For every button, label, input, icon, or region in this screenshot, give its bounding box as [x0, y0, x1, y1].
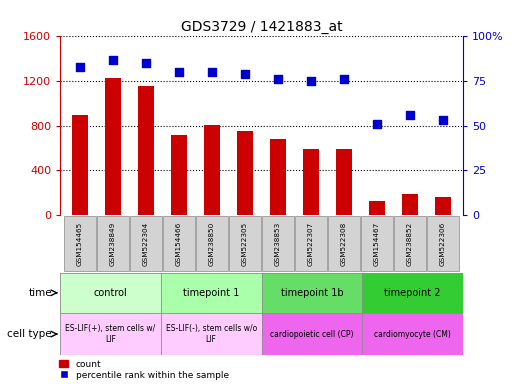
Point — [175, 69, 183, 75]
Text: GSM154466: GSM154466 — [176, 222, 182, 266]
Bar — [105, 78, 121, 215]
Bar — [72, 114, 88, 215]
FancyBboxPatch shape — [362, 313, 463, 355]
FancyBboxPatch shape — [262, 273, 362, 313]
Text: control: control — [94, 288, 128, 298]
FancyBboxPatch shape — [161, 313, 262, 355]
FancyBboxPatch shape — [60, 313, 463, 355]
Bar — [435, 197, 451, 215]
Bar — [170, 135, 187, 215]
FancyBboxPatch shape — [295, 216, 327, 271]
FancyBboxPatch shape — [394, 216, 426, 271]
Title: GDS3729 / 1421883_at: GDS3729 / 1421883_at — [180, 20, 343, 34]
Bar — [336, 149, 353, 215]
Text: GSM522306: GSM522306 — [440, 222, 446, 266]
Point — [406, 112, 414, 118]
Point — [76, 64, 84, 70]
Bar — [138, 86, 154, 215]
Text: timepoint 2: timepoint 2 — [384, 288, 441, 298]
Text: cardiopoietic cell (CP): cardiopoietic cell (CP) — [270, 329, 354, 339]
FancyBboxPatch shape — [229, 216, 261, 271]
FancyBboxPatch shape — [328, 216, 360, 271]
Text: cardiomyocyte (CM): cardiomyocyte (CM) — [374, 329, 451, 339]
FancyBboxPatch shape — [196, 216, 228, 271]
FancyBboxPatch shape — [262, 313, 362, 355]
Point — [109, 56, 117, 63]
Text: time: time — [28, 288, 52, 298]
Text: GSM238853: GSM238853 — [275, 222, 281, 266]
FancyBboxPatch shape — [427, 216, 459, 271]
Text: timepoint 1b: timepoint 1b — [280, 288, 343, 298]
Bar — [270, 139, 286, 215]
Point — [373, 121, 381, 127]
FancyBboxPatch shape — [64, 216, 96, 271]
Text: GSM238849: GSM238849 — [110, 222, 116, 266]
Text: timepoint 1: timepoint 1 — [183, 288, 240, 298]
Bar — [402, 194, 418, 215]
Point — [340, 76, 348, 83]
Text: cell type: cell type — [7, 329, 52, 339]
FancyBboxPatch shape — [97, 216, 129, 271]
Point — [307, 78, 315, 84]
Text: GSM154465: GSM154465 — [77, 222, 83, 266]
FancyBboxPatch shape — [262, 216, 294, 271]
FancyBboxPatch shape — [362, 273, 463, 313]
Point — [208, 69, 216, 75]
FancyBboxPatch shape — [161, 273, 262, 313]
Point — [142, 60, 150, 66]
Bar — [369, 200, 385, 215]
Bar — [303, 149, 319, 215]
Text: GSM238850: GSM238850 — [209, 222, 215, 266]
FancyBboxPatch shape — [60, 313, 161, 355]
Point — [439, 118, 447, 124]
Text: GSM522307: GSM522307 — [308, 222, 314, 266]
Legend: count, percentile rank within the sample: count, percentile rank within the sample — [60, 360, 229, 379]
Text: GSM522308: GSM522308 — [341, 222, 347, 266]
Text: ES-LIF(+), stem cells w/
LIF: ES-LIF(+), stem cells w/ LIF — [65, 324, 156, 344]
Text: GSM154467: GSM154467 — [374, 222, 380, 266]
Bar — [204, 125, 220, 215]
FancyBboxPatch shape — [163, 216, 195, 271]
Text: ES-LIF(-), stem cells w/o
LIF: ES-LIF(-), stem cells w/o LIF — [166, 324, 257, 344]
FancyBboxPatch shape — [361, 216, 393, 271]
FancyBboxPatch shape — [130, 216, 162, 271]
Point — [241, 71, 249, 77]
Text: GSM522305: GSM522305 — [242, 222, 248, 266]
Text: GSM522304: GSM522304 — [143, 222, 149, 266]
FancyBboxPatch shape — [60, 273, 161, 313]
Point — [274, 76, 282, 83]
FancyBboxPatch shape — [60, 273, 463, 313]
Bar — [237, 131, 253, 215]
Text: GSM238852: GSM238852 — [407, 222, 413, 266]
